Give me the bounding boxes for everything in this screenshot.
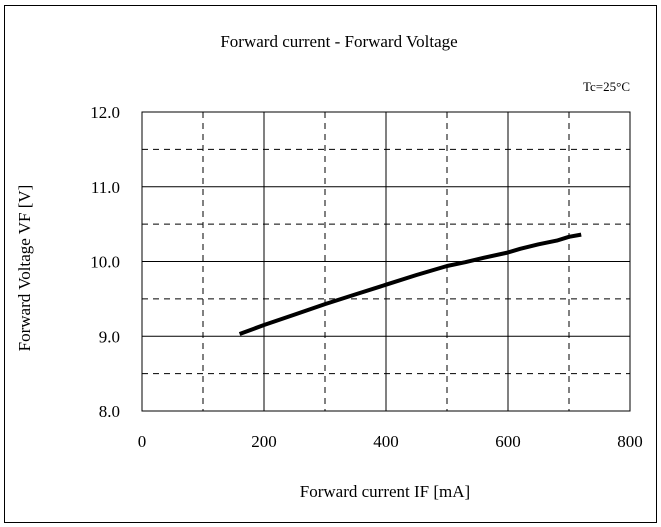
x-axis-label: Forward current IF [mA]: [300, 482, 470, 501]
y-tick-label: 8.0: [99, 402, 120, 421]
series-line: [238, 232, 582, 336]
y-tick-label: 9.0: [99, 327, 120, 346]
chart-annotation: Tc=25°C: [583, 79, 630, 94]
x-tick-label: 800: [617, 432, 643, 451]
x-tick-label: 600: [495, 432, 521, 451]
y-tick-label: 11.0: [91, 178, 120, 197]
y-tick-label: 12.0: [90, 103, 120, 122]
x-tick-label: 0: [138, 432, 147, 451]
y-tick-label: 10.0: [90, 253, 120, 272]
chart-title: Forward current - Forward Voltage: [220, 32, 457, 51]
y-axis-label: Forward Voltage VF [V]: [15, 185, 34, 352]
x-tick-label: 200: [251, 432, 277, 451]
plot-area-border: [141, 111, 631, 412]
chart-frame: [4, 5, 657, 523]
x-tick-label: 400: [373, 432, 399, 451]
